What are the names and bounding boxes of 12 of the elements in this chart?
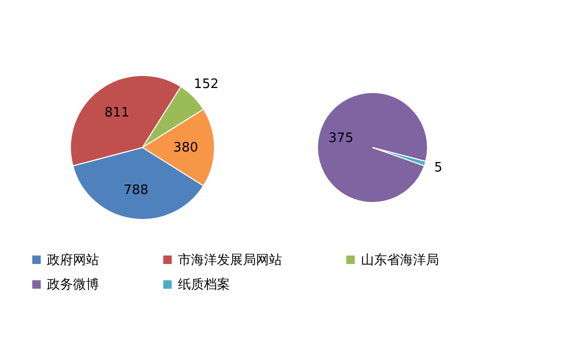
legend-label: 纸质档案 xyxy=(178,276,230,292)
data-label: 152 xyxy=(194,76,219,92)
data-label: 375 xyxy=(328,130,354,146)
legend-label: 山东省海洋局 xyxy=(361,252,439,268)
data-label: 5 xyxy=(434,160,442,176)
legend-label: 政府网站 xyxy=(47,252,99,268)
data-label: 811 xyxy=(104,106,130,121)
data-label: 380 xyxy=(173,140,198,156)
data-label: 788 xyxy=(124,183,148,198)
legend-label: 政务微博 xyxy=(47,278,99,292)
pie-slice xyxy=(317,92,428,203)
legend-label: 市海洋发展局网站 xyxy=(178,252,282,268)
